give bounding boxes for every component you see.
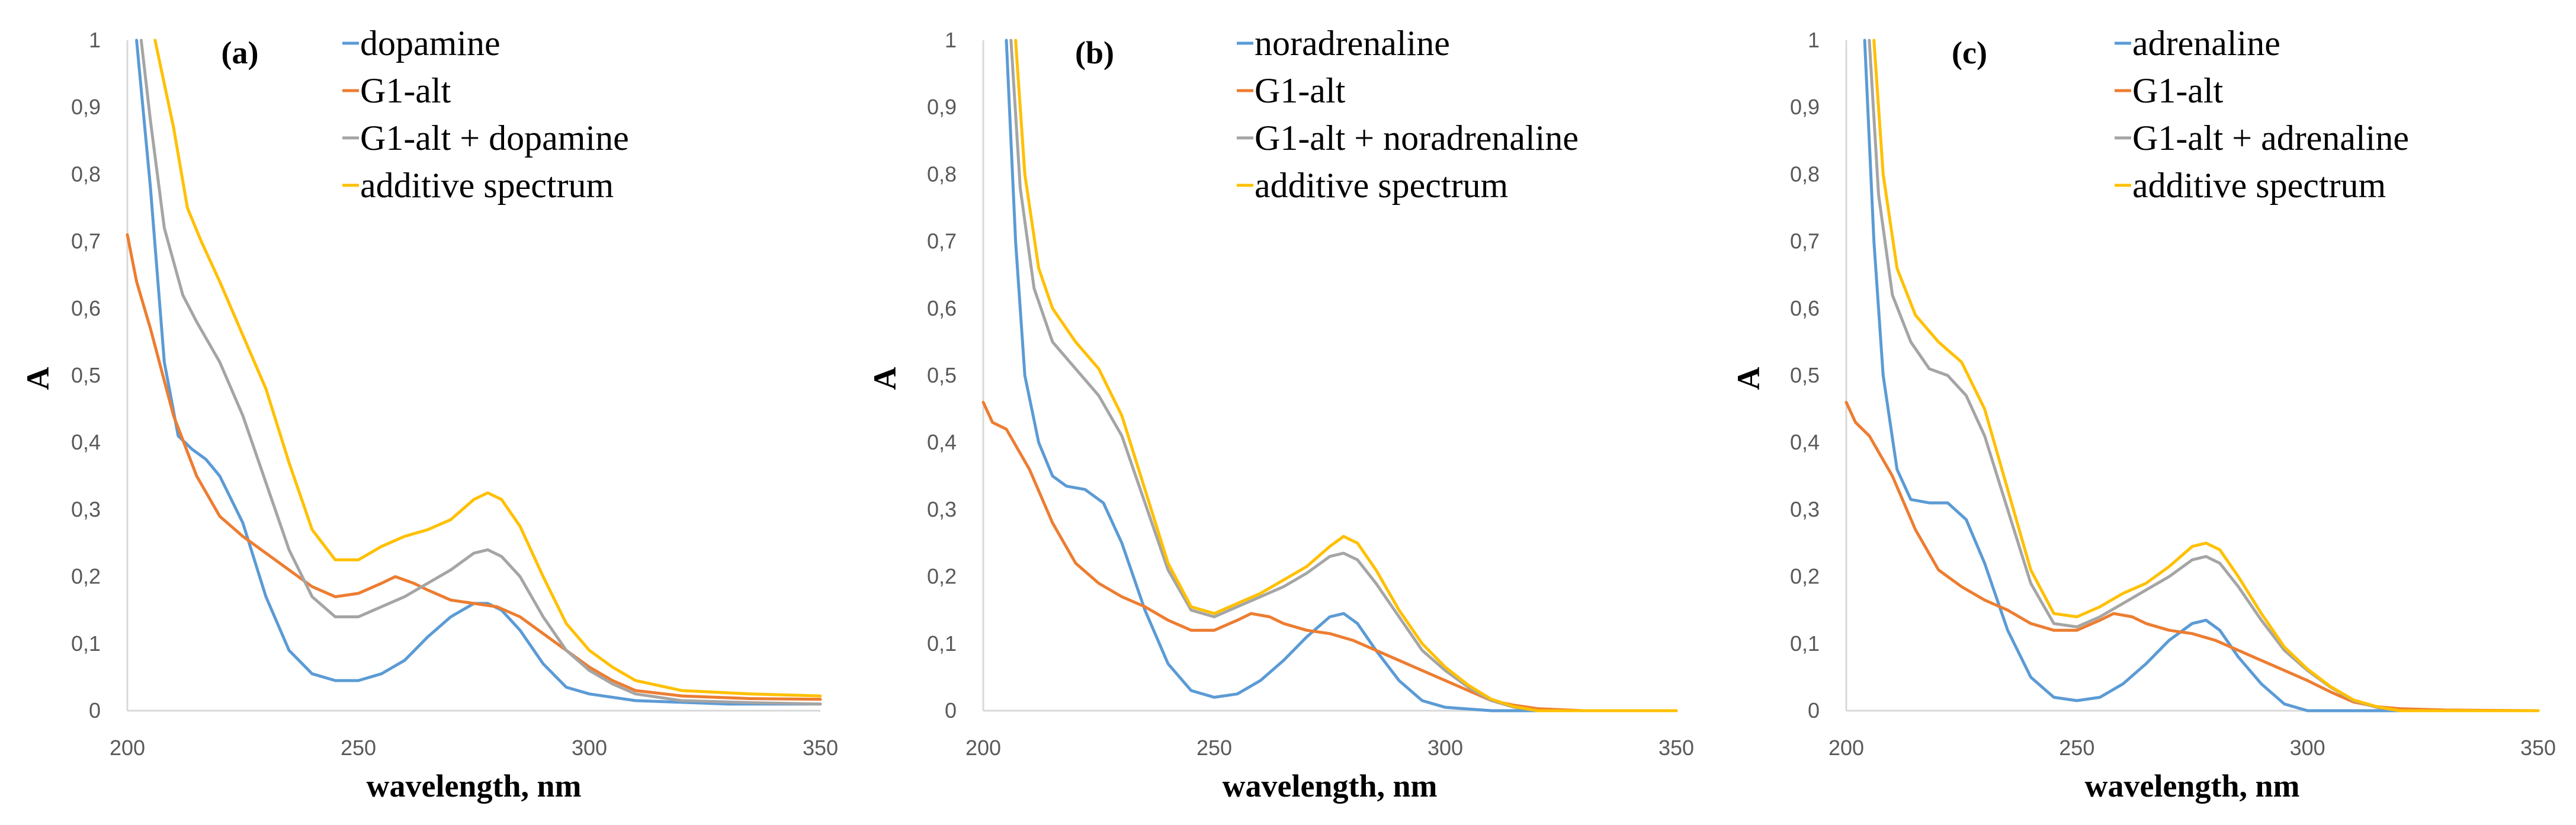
series-line-dopamine xyxy=(135,38,822,706)
y-tick-label: 0 xyxy=(945,698,957,723)
y-tick-label: 0,6 xyxy=(71,296,101,320)
y-tick-label: 0,4 xyxy=(71,430,101,454)
y-tick-label: 0,4 xyxy=(1790,430,1820,454)
y-axis-title: A xyxy=(20,367,56,390)
legend-entry: G1-alt + dopamine xyxy=(342,118,629,158)
y-tick-label: 0,2 xyxy=(1790,564,1820,589)
series-line-g1-alt xyxy=(981,400,1678,712)
series-line-g1-alt xyxy=(126,233,822,701)
x-tick-label: 350 xyxy=(1658,736,1694,760)
y-tick-label: 0,8 xyxy=(927,162,957,186)
panel-label: (a) xyxy=(222,35,259,70)
legend-entry: G1-alt xyxy=(2115,71,2224,110)
legend-label: noradrenaline xyxy=(1255,24,1450,63)
x-axis-title: wavelength, nm xyxy=(2085,768,2300,804)
series-line-additive-spectrum xyxy=(1872,38,2540,712)
x-tick-label: 250 xyxy=(2059,736,2094,760)
x-tick-label: 350 xyxy=(803,736,838,760)
legend-label: G1-alt + noradrenaline xyxy=(1255,118,1579,158)
legend-label: G1-alt + adrenaline xyxy=(2132,118,2409,158)
x-tick-label: 350 xyxy=(2520,736,2556,760)
y-tick-label: 0 xyxy=(89,698,101,723)
legend-label: additive spectrum xyxy=(1255,166,1508,205)
x-tick-label: 250 xyxy=(341,736,376,760)
series-line-noradrenaline xyxy=(1005,38,1678,712)
legend-entry: dopamine xyxy=(342,24,501,63)
series-line-adrenaline xyxy=(1863,38,2540,712)
chart-panel-1: 0 0,1 0,2 0,3 0,4 0,5 0,6 0,7 0,8 0,9 1 200 250 300 35… xyxy=(20,24,838,804)
x-tick-label: 200 xyxy=(1828,736,1864,760)
y-tick-label: 0,2 xyxy=(927,564,957,589)
y-tick-label: 0,2 xyxy=(71,564,101,589)
y-tick-label: 0,7 xyxy=(71,229,101,253)
y-tick-label: 0,9 xyxy=(927,95,957,119)
y-tick-label: 0 xyxy=(1808,698,1820,723)
y-tick-label: 0,7 xyxy=(927,229,957,253)
x-tick-label: 300 xyxy=(1427,736,1463,760)
y-tick-label: 0,9 xyxy=(1790,95,1820,119)
y-tick-label: 1 xyxy=(945,28,957,52)
y-axis-title: A xyxy=(867,367,903,390)
x-tick-label: 250 xyxy=(1196,736,1232,760)
panel-label: (c) xyxy=(1952,35,1987,70)
x-tick-label: 200 xyxy=(110,736,145,760)
panel-label: (b) xyxy=(1075,35,1114,70)
legend-entry: additive spectrum xyxy=(1237,166,1508,205)
x-tick-label: 300 xyxy=(2290,736,2325,760)
chart-panel-2: 0 0,1 0,2 0,3 0,4 0,5 0,6 0,7 0,8 0,9 1 200 250 300 35… xyxy=(867,24,1694,804)
y-axis-title: A xyxy=(1731,367,1766,390)
y-tick-label: 0,6 xyxy=(1790,296,1820,320)
legend-entry: G1-alt + adrenaline xyxy=(2115,118,2409,158)
y-tick-label: 0,3 xyxy=(927,497,957,521)
legend-label: additive spectrum xyxy=(360,166,614,205)
x-tick-label: 200 xyxy=(965,736,1001,760)
y-tick-label: 1 xyxy=(1808,28,1820,52)
y-tick-label: 0,5 xyxy=(71,363,101,387)
series-line-g1-alt-dopamine xyxy=(139,38,822,706)
series-line-g1-alt xyxy=(1844,400,2540,712)
legend-label: adrenaline xyxy=(2132,24,2280,63)
legend-entry: noradrenaline xyxy=(1237,24,1450,63)
legend-label: G1-alt xyxy=(360,71,451,110)
y-tick-label: 0,1 xyxy=(927,631,957,656)
legend-entry: G1-alt xyxy=(1237,71,1346,110)
legend-label: dopamine xyxy=(360,24,501,63)
y-tick-label: 0,9 xyxy=(71,95,101,119)
x-axis-title: wavelength, nm xyxy=(1223,768,1438,804)
y-tick-label: 0,3 xyxy=(1790,497,1820,521)
legend-label: G1-alt + dopamine xyxy=(360,118,629,158)
y-tick-label: 0,1 xyxy=(71,631,101,656)
legend-entry: adrenaline xyxy=(2115,24,2280,63)
y-tick-label: 0,8 xyxy=(1790,162,1820,186)
legend-entry: G1-alt xyxy=(342,71,451,110)
y-tick-label: 0,5 xyxy=(1790,363,1820,387)
x-axis-title: wavelength, nm xyxy=(367,768,582,804)
y-tick-label: 0,3 xyxy=(71,497,101,521)
legend-entry: additive spectrum xyxy=(342,166,614,205)
y-tick-label: 0,7 xyxy=(1790,229,1820,253)
series-line-additive-spectrum xyxy=(153,38,822,698)
y-tick-label: 1 xyxy=(89,28,101,52)
y-tick-label: 0,5 xyxy=(927,363,957,387)
x-tick-label: 300 xyxy=(572,736,607,760)
y-tick-label: 0,1 xyxy=(1790,631,1820,656)
y-tick-label: 0,8 xyxy=(71,162,101,186)
series-line-g1-alt-noradrenaline xyxy=(1009,38,1678,712)
series-line-additive-spectrum xyxy=(1014,38,1678,712)
legend-entry: additive spectrum xyxy=(2115,166,2386,205)
legend-label: G1-alt xyxy=(1255,71,1346,110)
y-tick-label: 0,4 xyxy=(927,430,957,454)
legend-label: G1-alt xyxy=(2132,71,2224,110)
legend-label: additive spectrum xyxy=(2132,166,2386,205)
legend-entry: G1-alt + noradrenaline xyxy=(1237,118,1579,158)
y-tick-label: 0,6 xyxy=(927,296,957,320)
chart-panel-3: 0 0,1 0,2 0,3 0,4 0,5 0,6 0,7 0,8 0,9 1 200 250 300 35… xyxy=(1731,24,2556,804)
